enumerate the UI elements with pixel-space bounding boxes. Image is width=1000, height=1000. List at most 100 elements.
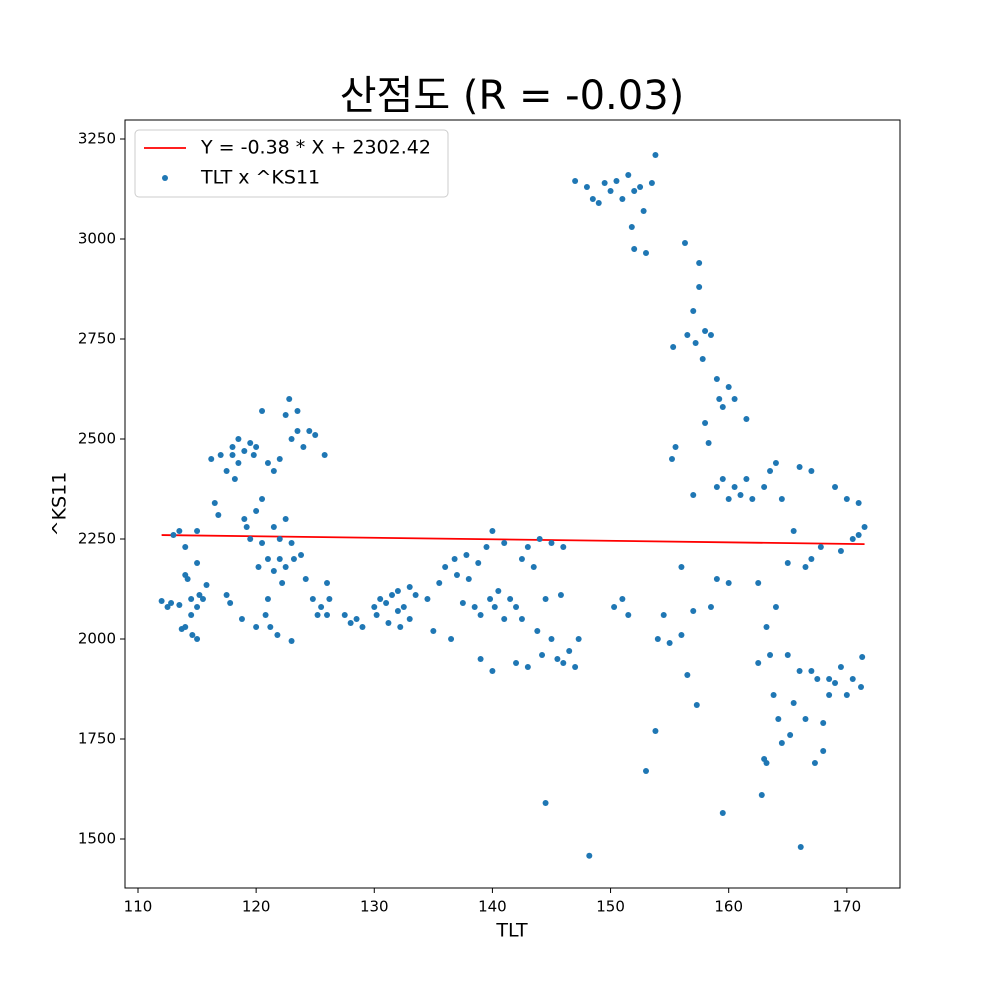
scatter-point	[743, 416, 750, 422]
scatter-point	[326, 596, 333, 602]
scatter-point	[725, 496, 732, 502]
y-tick-label: 1500	[78, 830, 116, 848]
scatter-point	[705, 440, 712, 446]
scatter-point	[808, 668, 815, 674]
scatter-point	[459, 600, 466, 606]
scatter-point	[324, 580, 331, 586]
scatter-point	[817, 544, 824, 550]
scatter-point	[652, 728, 659, 734]
scatter-point	[725, 384, 732, 390]
scatter-point	[477, 656, 484, 662]
scatter-point	[211, 500, 218, 506]
scatter-point	[699, 356, 706, 362]
scatter-point	[253, 444, 260, 450]
scatter-point	[250, 452, 257, 458]
scatter-point	[489, 528, 496, 534]
scatter-point	[719, 476, 726, 482]
scatter-point	[849, 536, 856, 542]
scatter-point	[394, 588, 401, 594]
scatter-point	[176, 602, 183, 608]
scatter-point	[583, 184, 590, 190]
scatter-point	[696, 284, 703, 290]
scatter-point	[668, 456, 675, 462]
scatter-point	[770, 692, 777, 698]
scatter-point	[235, 436, 242, 442]
scatter-point	[208, 456, 215, 462]
scatter-point	[282, 564, 289, 570]
scatter-point	[184, 576, 191, 582]
scatter-point	[713, 484, 720, 490]
scatter-point	[302, 576, 309, 582]
scatter-point	[707, 332, 714, 338]
scatter-point	[796, 668, 803, 674]
scatter-point	[264, 460, 271, 466]
scatter-point	[837, 664, 844, 670]
scatter-point	[298, 552, 305, 558]
scatter-point	[194, 528, 201, 534]
scatter-point	[158, 598, 165, 604]
scatter-point	[772, 460, 779, 466]
scatter-point	[300, 444, 307, 450]
scatter-point	[678, 564, 685, 570]
scatter-point	[693, 702, 700, 708]
scatter-point	[227, 600, 234, 606]
scatter-point	[442, 564, 449, 570]
x-tick-label: 160	[714, 898, 743, 916]
scatter-point	[463, 552, 470, 558]
scatter-point	[314, 612, 321, 618]
y-tick-label: 1750	[78, 730, 116, 748]
scatter-point	[306, 428, 313, 434]
scatter-point	[737, 492, 744, 498]
scatter-point	[487, 596, 494, 602]
scatter-point	[270, 468, 277, 474]
scatter-point	[282, 412, 289, 418]
scatter-point	[524, 544, 531, 550]
scatter-point	[259, 540, 266, 546]
scatter-point	[755, 660, 762, 666]
scatter-point	[660, 612, 667, 618]
scatter-point	[787, 732, 794, 738]
scatter-point	[453, 572, 460, 578]
scatter-point	[696, 260, 703, 266]
y-tick-label: 2250	[78, 530, 116, 548]
scatter-point	[767, 652, 774, 658]
scatter-point	[324, 612, 331, 618]
scatter-point	[270, 524, 277, 530]
scatter-point	[640, 208, 647, 214]
x-tick-label: 120	[242, 898, 271, 916]
scatter-point	[188, 596, 195, 602]
scatter-point	[611, 604, 618, 610]
scatter-point	[859, 654, 866, 660]
scatter-point	[837, 548, 844, 554]
scatter-point	[471, 604, 478, 610]
scatter-point	[678, 632, 685, 638]
scatter-point	[203, 582, 210, 588]
scatter-point	[820, 748, 827, 754]
scatter-point	[164, 604, 171, 610]
scatter-point	[772, 604, 779, 610]
legend-label: TLT x ^KS11	[200, 167, 320, 189]
scatter-point	[542, 596, 549, 602]
scatter-point	[341, 612, 348, 618]
scatter-point	[188, 612, 195, 618]
legend: Y = -0.38 * X + 2302.42 TLT x ^KS11	[134, 129, 449, 198]
scatter-point	[713, 376, 720, 382]
scatter-point	[755, 580, 762, 586]
axes-frame	[124, 119, 901, 889]
scatter-point	[229, 444, 236, 450]
scatter-point	[560, 544, 567, 550]
scatter-point	[530, 564, 537, 570]
scatter-point	[542, 800, 549, 806]
scatter-point	[575, 636, 582, 642]
scatter-point	[595, 200, 602, 206]
scatter-point	[475, 560, 482, 566]
scatter-point	[491, 604, 498, 610]
scatter-point	[231, 476, 238, 482]
scatter-point	[397, 624, 404, 630]
scatter-point	[843, 692, 850, 698]
scatter-point	[625, 612, 632, 618]
scatter-point	[802, 716, 809, 722]
scatter-point	[716, 396, 723, 402]
scatter-point	[681, 240, 688, 246]
scatter-point	[288, 436, 295, 442]
